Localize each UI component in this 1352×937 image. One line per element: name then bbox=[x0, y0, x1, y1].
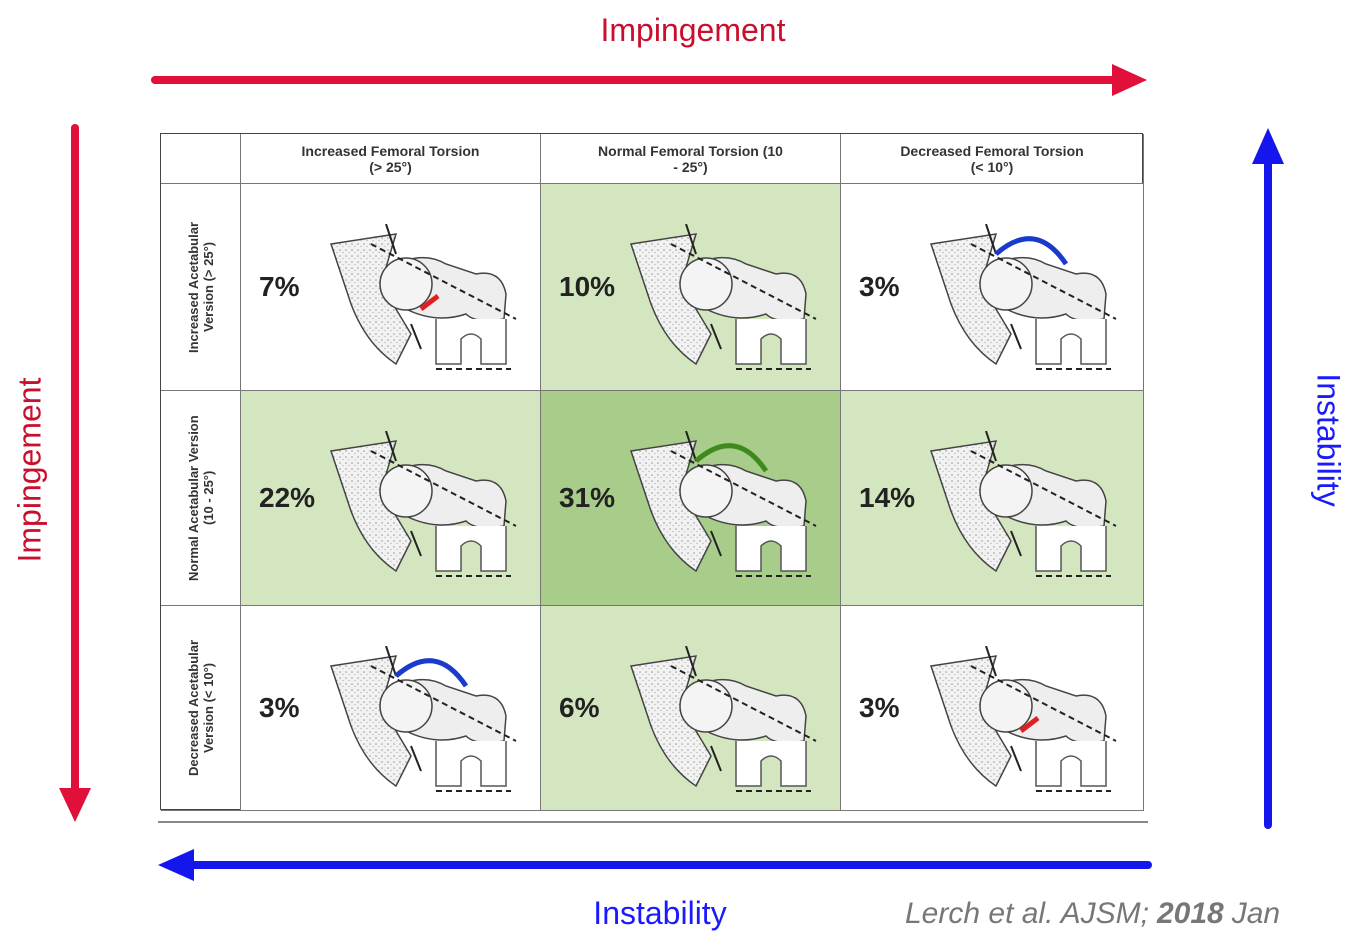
table-cell: 7% bbox=[241, 184, 541, 391]
hip-illustration bbox=[626, 224, 826, 374]
table-cell: 3% bbox=[841, 606, 1144, 811]
classification-table: Increased Femoral Torsion (> 25°) Normal … bbox=[160, 133, 1143, 810]
hip-illustration bbox=[926, 646, 1126, 796]
table-cell: 3% bbox=[841, 184, 1144, 391]
percentage: 31% bbox=[559, 482, 615, 514]
percentage: 3% bbox=[259, 692, 299, 724]
top-arrow-head bbox=[1112, 64, 1147, 96]
corner-cell bbox=[161, 134, 241, 184]
column-header-text: Decreased Femoral Torsion (< 10°) bbox=[897, 143, 1087, 175]
top-axis-label: Impingement bbox=[0, 12, 1352, 49]
column-header: Normal Femoral Torsion (10 - 25°) bbox=[541, 134, 841, 184]
hip-illustration bbox=[326, 224, 526, 374]
row-header-text: Decreased Acetabular Version (< 10°) bbox=[186, 618, 216, 798]
bottom-arrow-head bbox=[158, 849, 194, 881]
hip-illustration bbox=[926, 431, 1126, 581]
right-axis-label: Instability bbox=[1310, 373, 1347, 506]
row-header-text: Increased Acetabular Version (> 25°) bbox=[186, 197, 216, 377]
percentage: 3% bbox=[859, 692, 899, 724]
percentage: 14% bbox=[859, 482, 915, 514]
hip-illustration bbox=[626, 431, 826, 581]
citation-authors: Lerch et al. AJSM; bbox=[905, 897, 1149, 930]
hip-illustration bbox=[626, 646, 826, 796]
row-header: Normal Acetabular Version (10 - 25°) bbox=[161, 391, 241, 606]
percentage: 6% bbox=[559, 692, 599, 724]
citation-year: 2018 bbox=[1157, 897, 1224, 930]
row-header: Decreased Acetabular Version (< 10°) bbox=[161, 606, 241, 811]
table-cell: 10% bbox=[541, 184, 841, 391]
table-cell: 22% bbox=[241, 391, 541, 606]
hip-illustration bbox=[326, 431, 526, 581]
hip-illustration bbox=[926, 224, 1126, 374]
table-rule bbox=[158, 821, 1148, 823]
column-header: Decreased Femoral Torsion (< 10°) bbox=[841, 134, 1144, 184]
column-header-text: Increased Femoral Torsion (> 25°) bbox=[296, 143, 486, 175]
bottom-axis-label: Instability bbox=[560, 895, 760, 932]
right-arrow-head bbox=[1252, 128, 1284, 164]
hip-illustration bbox=[326, 646, 526, 796]
percentage: 22% bbox=[259, 482, 315, 514]
row-header-text: Normal Acetabular Version (10 - 25°) bbox=[186, 408, 216, 588]
percentage: 3% bbox=[859, 271, 899, 303]
page: Impingement Impingement Instability Inst… bbox=[0, 0, 1352, 937]
left-axis-label: Impingement bbox=[12, 378, 49, 563]
table-cell: 14% bbox=[841, 391, 1144, 606]
row-header: Increased Acetabular Version (> 25°) bbox=[161, 184, 241, 391]
table-cell: 3% bbox=[241, 606, 541, 811]
table-cell: 31% bbox=[541, 391, 841, 606]
percentage: 10% bbox=[559, 271, 615, 303]
citation-month: Jan bbox=[1232, 897, 1280, 930]
table-cell: 6% bbox=[541, 606, 841, 811]
column-header-text: Normal Femoral Torsion (10 - 25°) bbox=[596, 143, 786, 175]
percentage: 7% bbox=[259, 271, 299, 303]
left-arrow-head bbox=[59, 788, 91, 822]
column-header: Increased Femoral Torsion (> 25°) bbox=[241, 134, 541, 184]
